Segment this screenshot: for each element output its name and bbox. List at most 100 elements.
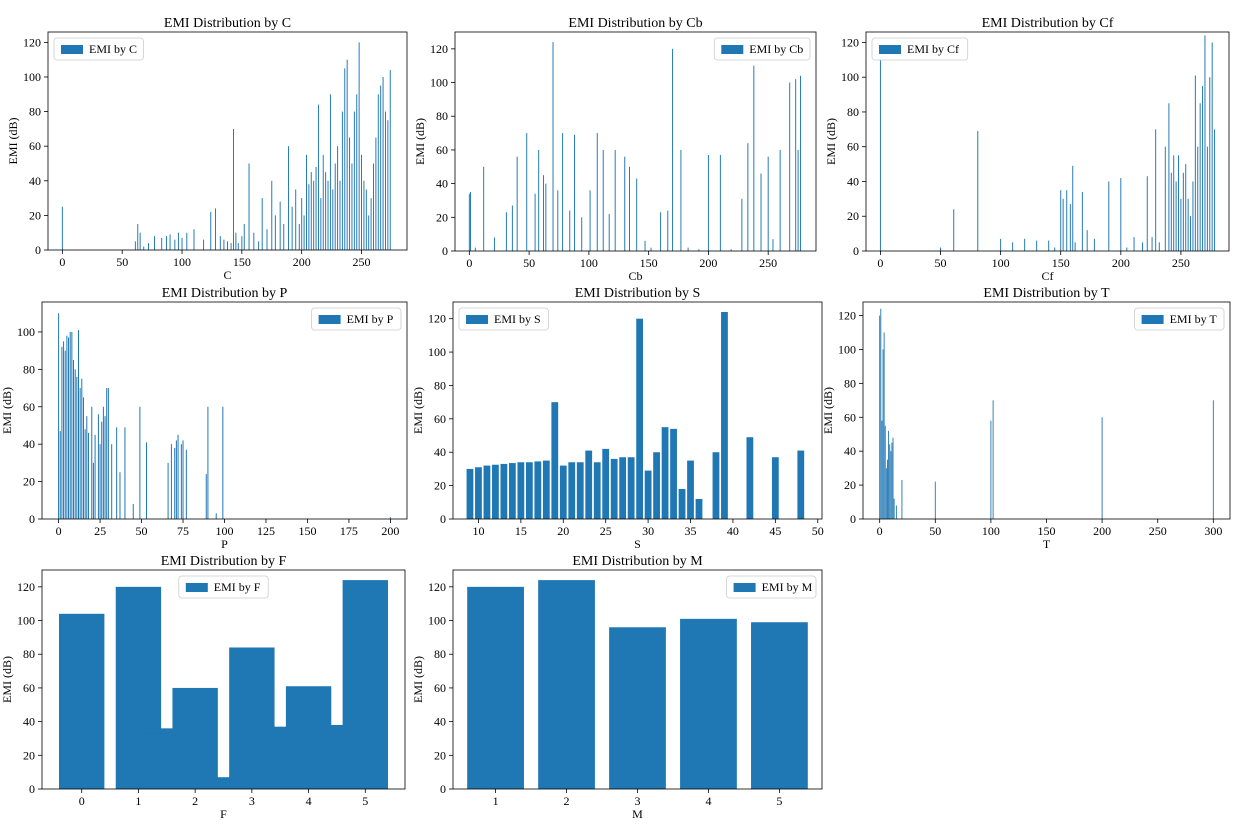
bar [177, 232, 179, 250]
chart-cb: 0 50 100 150 200 250 0 20 40 60 80 100 120 EMI Distri… [413, 16, 817, 283]
bar [1086, 230, 1088, 251]
x-tick-label: 0 [877, 256, 883, 270]
bar [322, 154, 324, 250]
bar [475, 467, 482, 519]
bar [525, 462, 533, 519]
bar [320, 198, 322, 250]
chart-c: 0 50 100 150 200 250 0 20 40 60 80 100 120 EMI Distri… [6, 16, 408, 282]
bar [161, 237, 163, 250]
x-axis-label: Cb [628, 269, 642, 283]
bar [880, 308, 882, 519]
x-tick-label: 50 [116, 255, 128, 269]
bar [181, 237, 183, 250]
legend-box [311, 307, 402, 331]
y-tick-label: 60 [847, 140, 859, 154]
bar [313, 180, 315, 250]
x-tick-label: 2 [564, 794, 570, 808]
plot-frame [454, 31, 817, 252]
bar [753, 65, 755, 251]
bar [306, 154, 307, 250]
bar [538, 580, 595, 789]
bar [492, 464, 499, 519]
bar [614, 149, 616, 251]
y-tick-label: 80 [434, 378, 446, 392]
bar [893, 498, 895, 519]
x-tick-label: 200 [381, 524, 399, 538]
bar [892, 437, 894, 519]
bar [534, 461, 542, 519]
y-tick-label: 60 [29, 139, 41, 153]
y-tick-label: 100 [841, 70, 859, 84]
bar [94, 434, 96, 519]
y-tick-label: 60 [434, 681, 446, 695]
chart-title: EMI Distribution by T [983, 286, 1110, 301]
y-axis-label: EMI (dB) [821, 387, 835, 434]
bar [1175, 181, 1177, 251]
y-tick-label: 80 [847, 105, 859, 119]
bar [747, 143, 749, 251]
y-axis-label: EMI (dB) [413, 118, 427, 165]
bar [901, 480, 903, 519]
plot-frame [41, 569, 406, 790]
y-tick-label: 80 [434, 647, 446, 661]
y-tick-label: 60 [844, 410, 856, 424]
bar [154, 236, 155, 250]
bar [310, 172, 312, 250]
y-tick-label: 80 [29, 105, 41, 119]
y-tick-label: 20 [23, 475, 35, 489]
bar [349, 137, 351, 250]
bar [517, 462, 525, 519]
y-tick-label: 0 [440, 782, 446, 796]
bar [542, 175, 544, 251]
bar [644, 470, 652, 519]
bar [185, 449, 187, 519]
bar [797, 149, 799, 251]
x-tick-label: 250 [1172, 256, 1190, 270]
y-axis-label: EMI (dB) [0, 656, 14, 703]
bar [680, 149, 682, 251]
bar [698, 249, 700, 251]
bars [58, 313, 391, 519]
x-tick-label: 50 [812, 524, 824, 538]
x-tick-label: 0 [59, 255, 65, 269]
bar [1178, 155, 1179, 251]
bar [301, 198, 303, 250]
bar [134, 241, 136, 250]
bar [1168, 103, 1170, 251]
bar [767, 156, 769, 251]
chart-s: 10 15 20 25 30 35 40 45 50 0 20 40 60 80 100 120 EMI Dis… [411, 286, 824, 551]
bar [1066, 190, 1068, 251]
bar [373, 163, 374, 250]
x-axis-label: Cf [1042, 269, 1054, 283]
legend-label: EMI by C [89, 42, 137, 56]
bar [137, 224, 139, 250]
bar [680, 618, 737, 789]
bar [241, 236, 243, 250]
y-tick-label: 100 [17, 325, 35, 339]
y-tick-label: 100 [17, 614, 35, 628]
x-tick-label: 150 [1038, 524, 1056, 538]
bar [712, 452, 720, 519]
legend: EMI by C [53, 37, 144, 61]
legend-label: EMI by M [762, 580, 813, 594]
bars [879, 308, 1214, 519]
bar [283, 224, 285, 250]
legend-swatch [879, 45, 901, 54]
bar [341, 111, 343, 250]
plot-frame [47, 31, 408, 251]
bar [215, 208, 217, 250]
legend: EMI by Cf [871, 37, 969, 61]
bar [71, 331, 73, 519]
bar [230, 243, 232, 250]
bar [1074, 242, 1076, 251]
bar [73, 359, 75, 519]
bar [585, 450, 593, 519]
bar [1209, 77, 1211, 251]
bar [182, 440, 184, 519]
bars [59, 580, 388, 789]
bar [258, 241, 260, 250]
bar [474, 247, 476, 251]
bar [505, 212, 507, 251]
x-tick-label: 100 [173, 255, 191, 269]
bar [1202, 85, 1204, 251]
